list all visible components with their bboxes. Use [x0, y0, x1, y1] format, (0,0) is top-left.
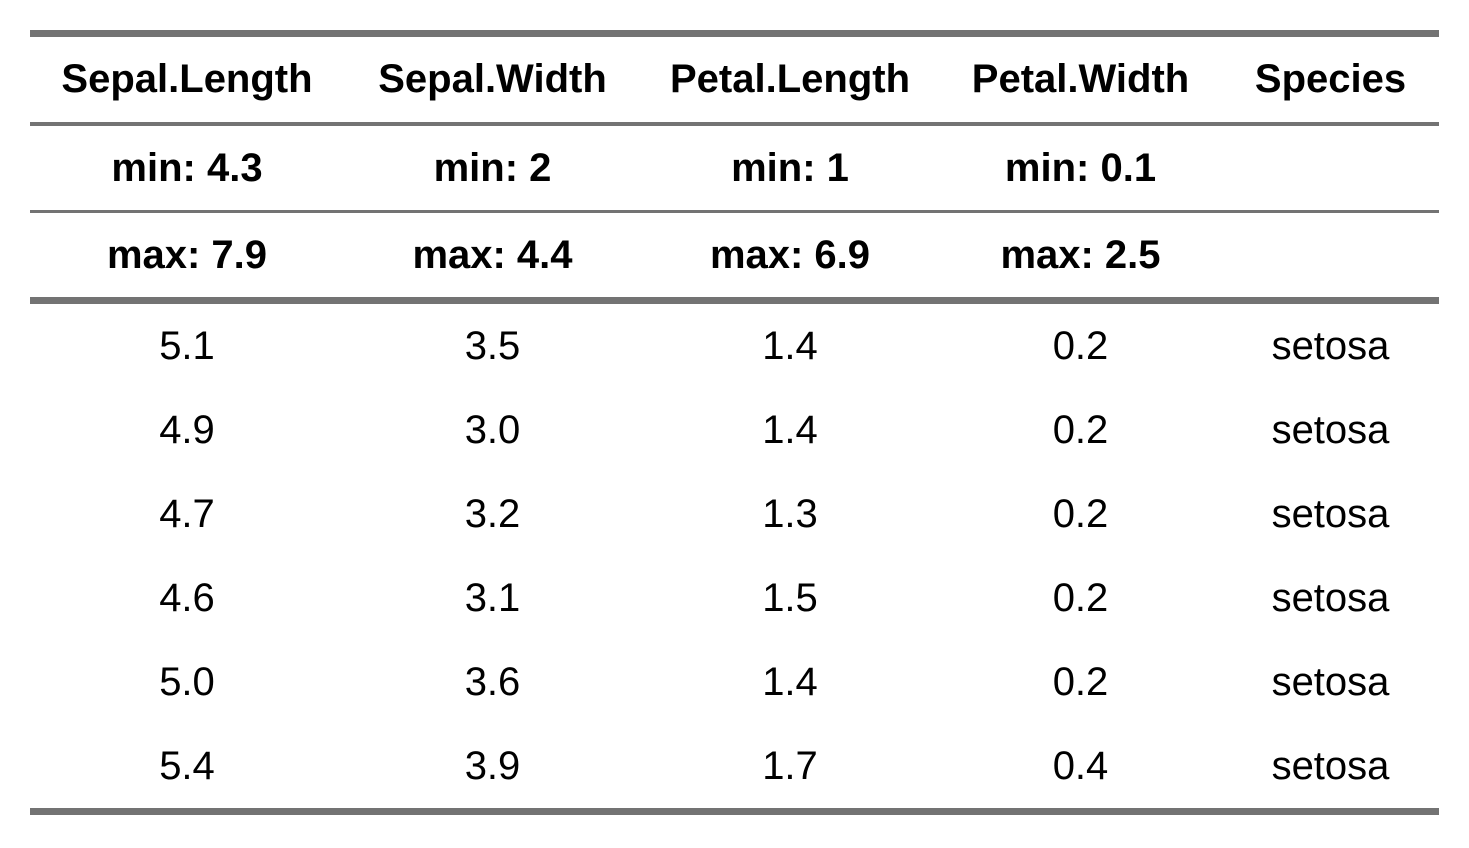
min-summary-row: min: 4.3 min: 2 min: 1 min: 0.1 — [30, 124, 1439, 213]
table-header: Sepal.Length Sepal.Width Petal.Length Pe… — [30, 30, 1439, 304]
min-cell — [1222, 124, 1439, 213]
min-cell: min: 1 — [641, 124, 939, 213]
column-header: Petal.Length — [641, 30, 939, 126]
table-cell: 1.3 — [762, 491, 818, 536]
table-cell: 0.4 — [939, 724, 1222, 815]
column-header: Petal.Width — [939, 30, 1222, 126]
max-cell: max: 6.9 — [641, 211, 939, 304]
max-cell: max: 4.4 — [344, 211, 641, 304]
table-cell: 0.2 — [1052, 407, 1109, 452]
table-cell: 3.1 — [464, 575, 521, 620]
table-cell: 5.0 — [159, 659, 215, 704]
table-row: 5.0 3.6 1.4 0.2 setosa — [30, 640, 1439, 724]
column-header: Species — [1222, 30, 1439, 126]
max-cell — [1222, 211, 1439, 304]
table-cell: setosa — [1271, 659, 1390, 704]
table-cell: 5.1 — [159, 323, 215, 368]
max-cell: max: 2.5 — [939, 211, 1222, 304]
table-cell: 1.5 — [762, 575, 818, 620]
table-cell: 3.5 — [464, 323, 521, 368]
min-cell: min: 4.3 — [30, 124, 344, 213]
table-cell: 1.7 — [641, 724, 939, 815]
table-cell: 5.4 — [30, 724, 344, 815]
table-cell: 0.2 — [1052, 659, 1109, 704]
table-body: 5.1 3.5 1.4 0.2 setosa 4.9 3.0 1.4 0.2 s… — [30, 301, 1439, 815]
table-cell: 3.2 — [464, 491, 521, 536]
table-row: 4.9 3.0 1.4 0.2 setosa — [30, 388, 1439, 472]
table-cell: 1.4 — [762, 407, 818, 452]
table-row: 4.7 3.2 1.3 0.2 setosa — [30, 472, 1439, 556]
table-cell: setosa — [1271, 323, 1390, 368]
column-header: Sepal.Width — [344, 30, 641, 126]
table-cell: 3.6 — [464, 659, 521, 704]
table-cell: setosa — [1271, 407, 1390, 452]
table-row: 5.4 3.9 1.7 0.4 setosa — [30, 724, 1439, 815]
max-summary-row: max: 7.9 max: 4.4 max: 6.9 max: 2.5 — [30, 211, 1439, 304]
table-row: 4.6 3.1 1.5 0.2 setosa — [30, 556, 1439, 640]
table-cell: setosa — [1222, 724, 1439, 815]
table-cell: setosa — [1271, 491, 1390, 536]
table-cell: setosa — [1271, 575, 1390, 620]
table-cell: 3.0 — [464, 407, 521, 452]
data-table: Sepal.Length Sepal.Width Petal.Length Pe… — [30, 30, 1439, 815]
table-row: 5.1 3.5 1.4 0.2 setosa — [30, 301, 1439, 389]
min-cell: min: 2 — [344, 124, 641, 213]
min-cell: min: 0.1 — [939, 124, 1222, 213]
table-cell: 0.2 — [1052, 575, 1109, 620]
max-cell: max: 7.9 — [30, 211, 344, 304]
table-cell: 1.4 — [762, 659, 818, 704]
table-cell: 0.2 — [1052, 491, 1109, 536]
column-header-row: Sepal.Length Sepal.Width Petal.Length Pe… — [30, 30, 1439, 126]
table-cell: 1.4 — [762, 323, 818, 368]
table-cell: 0.2 — [1052, 323, 1109, 368]
table-cell: 3.9 — [344, 724, 641, 815]
table-cell: 4.6 — [159, 575, 215, 620]
table-cell: 4.7 — [159, 491, 215, 536]
column-header: Sepal.Length — [30, 30, 344, 126]
data-table-container: Sepal.Length Sepal.Width Petal.Length Pe… — [30, 30, 1439, 815]
table-cell: 4.9 — [159, 407, 215, 452]
